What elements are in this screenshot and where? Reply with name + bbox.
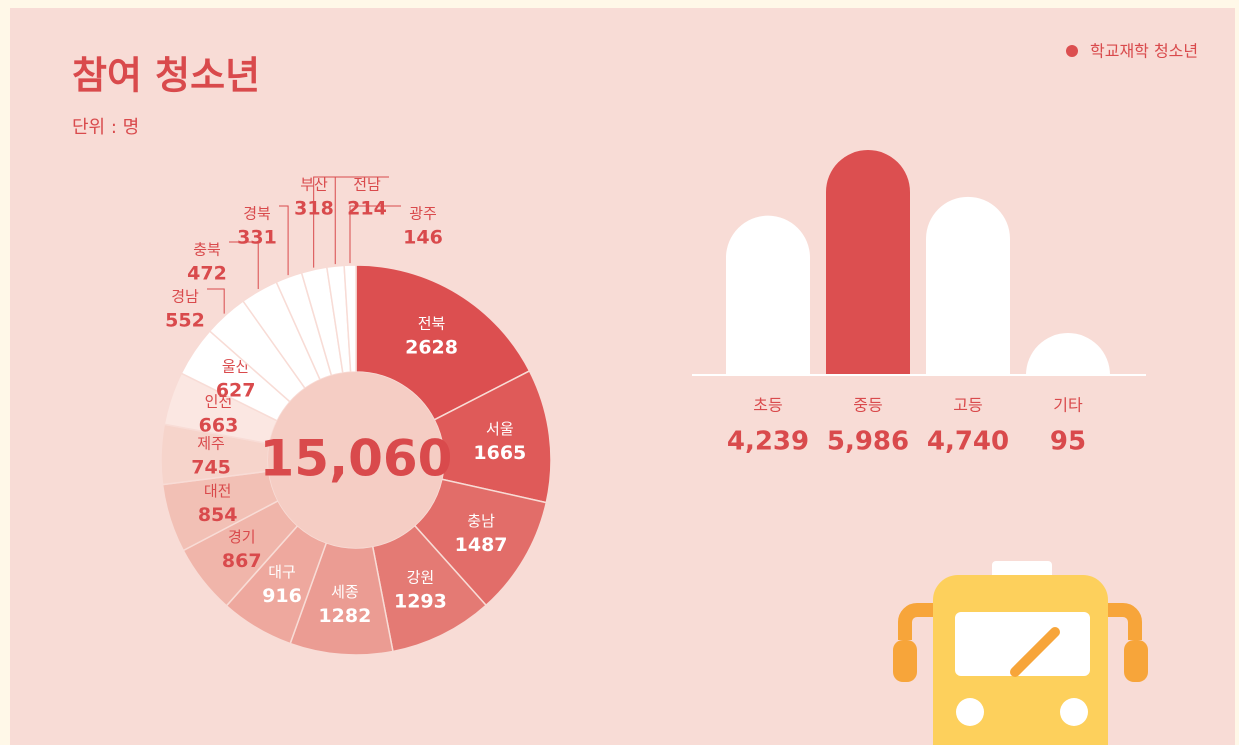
segment-name: 세종 <box>331 583 359 601</box>
leader-line <box>334 176 389 265</box>
segment-value: 867 <box>222 550 262 572</box>
x-tick-label: 중등 <box>853 396 882 415</box>
mirror <box>1103 603 1142 640</box>
bar <box>926 196 1010 375</box>
segment-name: 전북 <box>418 315 446 333</box>
leader-line <box>279 205 289 276</box>
segment-value: 2628 <box>405 337 458 359</box>
leader-line <box>313 176 336 268</box>
legend-label: 학교재학 청소년 <box>1090 42 1198 61</box>
segment-name: 강원 <box>407 568 435 586</box>
leader-line <box>207 288 225 314</box>
segment-value: 627 <box>216 380 256 402</box>
segment-name: 서울 <box>486 420 514 438</box>
mirror <box>898 603 937 640</box>
value-label: 95 <box>1050 427 1086 457</box>
segment-name: 충남 <box>467 512 495 530</box>
x-tick-label: 고등 <box>953 396 982 415</box>
segment-value: 745 <box>191 456 231 478</box>
segment-name: 대구 <box>268 563 296 581</box>
segment-value: 214 <box>347 198 387 220</box>
segment-name: 전남 <box>353 176 381 194</box>
bar <box>826 150 910 375</box>
segment-value: 146 <box>403 227 443 249</box>
headlight <box>956 698 984 726</box>
segment-value: 663 <box>199 415 239 437</box>
segment-name: 충북 <box>193 241 221 259</box>
bar <box>1026 333 1110 375</box>
center-total: 15,060 <box>260 430 453 488</box>
segment-value: 1665 <box>473 442 526 464</box>
segment-value: 318 <box>294 198 334 220</box>
segment-name: 경남 <box>171 288 199 306</box>
leader-line <box>229 241 259 289</box>
wiper <box>1010 627 1060 677</box>
donut-hole <box>268 372 444 548</box>
segment-value: 1487 <box>455 534 508 556</box>
segment-name: 광주 <box>409 205 437 223</box>
segment-name: 경기 <box>228 528 256 546</box>
segment-value: 472 <box>187 263 227 285</box>
title: 참여 청소년 <box>72 54 260 98</box>
segment-name: 울산 <box>222 358 250 376</box>
segment-value: 552 <box>165 310 205 332</box>
segment-value: 331 <box>237 227 277 249</box>
headlight <box>1060 698 1088 726</box>
leader-line <box>349 205 401 264</box>
bus-illustration <box>893 561 1148 745</box>
segment-name: 대전 <box>204 482 232 500</box>
value-label: 4,239 <box>727 427 809 457</box>
mirror-head <box>893 640 917 682</box>
value-label: 5,986 <box>827 427 909 457</box>
bar <box>726 215 810 375</box>
segment-name: 부산 <box>300 176 328 194</box>
segment-name: 제주 <box>197 434 225 452</box>
x-tick-label: 초등 <box>753 396 782 415</box>
x-tick-label: 기타 <box>1053 396 1083 415</box>
subtitle: 단위 : 명 <box>72 117 139 138</box>
value-label: 4,740 <box>927 427 1009 457</box>
mirror-head <box>1124 640 1148 682</box>
segment-value: 1293 <box>394 590 447 612</box>
segment-name: 경북 <box>243 205 271 223</box>
segment-value: 1282 <box>318 605 371 627</box>
legend-dot <box>1066 45 1078 57</box>
segment-name: 인천 <box>205 393 233 411</box>
segment-value: 854 <box>198 504 238 526</box>
segment-value: 916 <box>262 585 302 607</box>
